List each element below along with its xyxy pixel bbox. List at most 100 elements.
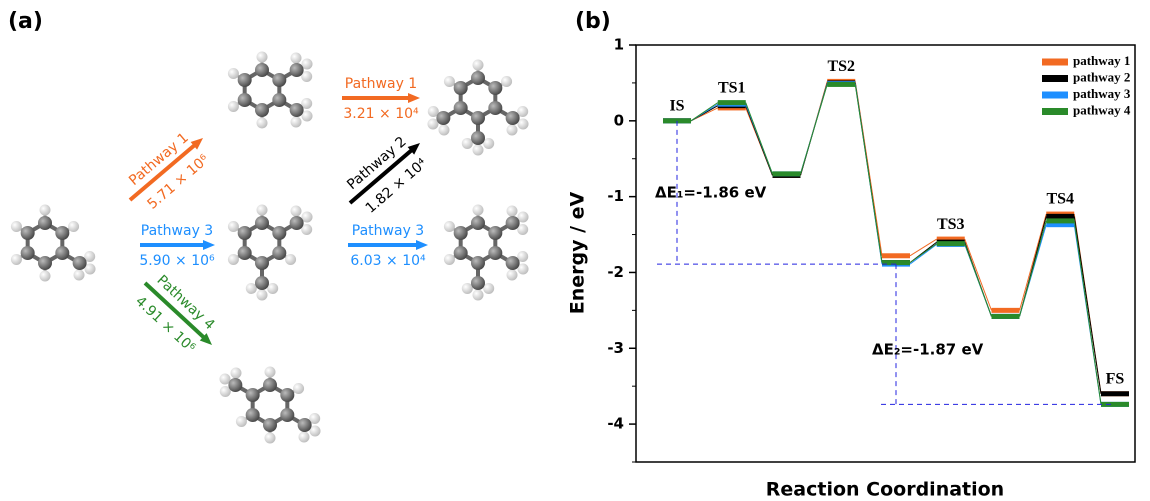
carbon-atom	[488, 81, 502, 95]
hydrogen-atom	[462, 138, 473, 149]
state-label: IS	[669, 97, 684, 114]
legend-swatch	[1042, 108, 1068, 115]
carbon-atom	[246, 408, 260, 422]
connector	[801, 84, 828, 173]
state-label: FS	[1106, 370, 1125, 387]
hydrogen-atom	[444, 254, 455, 265]
energy-level	[773, 171, 801, 176]
hydrogen-atom	[40, 205, 51, 216]
connector	[691, 103, 718, 121]
carbon-atom	[255, 276, 269, 290]
state-label: TS1	[718, 79, 746, 96]
connector	[746, 106, 773, 176]
carbon-atom	[272, 246, 286, 260]
hydrogen-atom	[228, 221, 239, 232]
carbon-atom	[21, 246, 35, 260]
carbon-atom	[471, 256, 485, 270]
hydrogen-atom	[501, 76, 512, 87]
hydrogen-atom	[473, 290, 484, 301]
hydrogen-atom	[265, 433, 276, 444]
carbon-atom	[255, 63, 269, 77]
carbon-atom	[255, 256, 269, 270]
hydrogen-atom	[483, 138, 494, 149]
hydrogen-atom	[257, 205, 268, 216]
carbon-atom	[290, 63, 304, 77]
legend-swatch	[1042, 75, 1068, 82]
carbon-atom	[454, 226, 468, 240]
state-label: TS2	[827, 58, 855, 75]
carbon-atom	[280, 388, 294, 402]
arrow-head	[408, 93, 420, 103]
carbon-atom	[280, 408, 294, 422]
rate-label: 3.21 × 10⁴	[343, 106, 419, 122]
energy-level	[1046, 214, 1074, 219]
rate-label: 5.90 × 10⁶	[139, 253, 215, 269]
carbon-atom	[255, 103, 269, 117]
state-label: TS4	[1046, 191, 1074, 208]
carbon-atom	[55, 246, 69, 260]
energy-level	[937, 241, 965, 246]
carbon-atom	[488, 226, 502, 240]
carbon-atom	[263, 378, 277, 392]
pathway-label: Pathway 3	[141, 223, 213, 239]
hydrogen-atom	[438, 124, 449, 135]
carbon-atom	[454, 101, 468, 115]
panel-label: (a)	[8, 9, 43, 34]
energy-level	[882, 253, 910, 258]
connector	[1074, 221, 1101, 404]
carbon-atom	[471, 111, 485, 125]
energy-level	[1101, 402, 1129, 407]
hydrogen-atom	[291, 53, 302, 64]
y-tick-label: 1	[614, 36, 624, 54]
y-tick-label: -3	[607, 339, 624, 357]
carbon-atom	[454, 81, 468, 95]
hydrogen-atom	[68, 221, 79, 232]
hydrogen-atom	[228, 101, 239, 112]
carbon-atom	[73, 256, 87, 270]
y-tick-label: -1	[607, 187, 624, 205]
hydrogen-atom	[473, 205, 484, 216]
hydrogen-atom	[507, 206, 518, 217]
connector	[1020, 221, 1047, 317]
state-label: TS3	[937, 216, 965, 233]
hydrogen-atom	[11, 221, 22, 232]
carbon-atom	[454, 246, 468, 260]
carbon-atom	[238, 246, 252, 260]
connector	[965, 244, 992, 317]
hydrogen-atom	[228, 254, 239, 265]
connector	[1020, 214, 1047, 310]
hydrogen-atom	[246, 283, 257, 294]
carbon-atom	[55, 226, 69, 240]
carbon-atom	[506, 256, 520, 270]
hydrogen-atom	[40, 271, 51, 282]
connector	[1074, 216, 1101, 393]
hydrogen-atom	[473, 145, 484, 156]
hydrogen-atom	[236, 416, 247, 427]
carbon-atom	[228, 378, 242, 392]
carbon-atom	[272, 73, 286, 87]
carbon-atom	[238, 93, 252, 107]
y-tick-label: 0	[614, 111, 624, 129]
energy-level	[718, 100, 746, 105]
legend-label: pathway 1	[1073, 53, 1130, 68]
hydrogen-atom	[291, 206, 302, 217]
connector	[965, 239, 992, 310]
y-axis-label: Energy / eV	[567, 191, 589, 314]
carbon-atom	[488, 101, 502, 115]
arrow-head	[416, 240, 428, 250]
hydrogen-atom	[483, 283, 494, 294]
hydrogen-atom	[299, 431, 310, 442]
hydrogen-atom	[257, 52, 268, 63]
carbon-atom	[272, 226, 286, 240]
carbon-atom	[246, 388, 260, 402]
energy-level	[827, 82, 855, 87]
hydrogen-atom	[11, 254, 22, 265]
hydrogen-atom	[74, 269, 85, 280]
hydrogen-atom	[507, 269, 518, 280]
carbon-atom	[21, 226, 35, 240]
y-tick-label: -2	[607, 263, 624, 281]
legend-label: pathway 4	[1073, 102, 1131, 117]
hydrogen-atom	[265, 367, 276, 378]
connector	[746, 103, 773, 174]
connector	[855, 84, 882, 262]
